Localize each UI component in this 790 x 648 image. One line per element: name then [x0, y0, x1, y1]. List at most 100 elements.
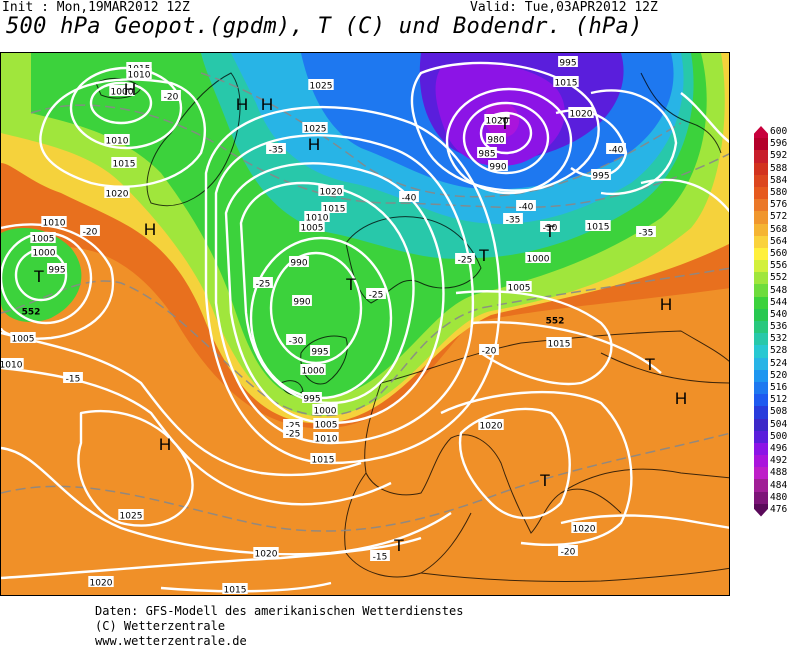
isobar-label: 990 [289, 256, 309, 269]
colorbar-level-label: 564 [770, 235, 788, 247]
weather-map[interactable]: 1015101010001010101510201010100510009951… [0, 52, 730, 596]
colorbar-segment [754, 272, 768, 285]
temperature-label: -20 [479, 344, 499, 357]
svg-text:1000: 1000 [302, 367, 325, 377]
svg-text:1015: 1015 [312, 456, 335, 466]
geopotential-colorbar [754, 126, 768, 517]
colorbar-level-label: 508 [770, 406, 788, 418]
low-pressure-marker: T [540, 471, 550, 490]
isobar-value-labels: 1015101010001010101510201010100510009951… [1, 56, 611, 595]
colorbar-level-label: 512 [770, 394, 788, 406]
colorbar-segment [754, 418, 768, 432]
temperature-label: -30 [540, 221, 560, 234]
colorbar-segment [754, 126, 768, 139]
svg-text:1000: 1000 [33, 249, 56, 259]
isobar-label: 1005 [506, 281, 532, 294]
isobar-label: 995 [47, 263, 67, 276]
chart-title: 500 hPa Geopot.(gpdm), T (C) und Bodendr… [6, 14, 643, 39]
colorbar-segment [754, 430, 768, 444]
svg-text:-30: -30 [289, 337, 304, 347]
colorbar-level-label: 592 [770, 150, 788, 162]
svg-text:-20: -20 [482, 347, 497, 357]
isobar-label: 1000 [300, 364, 326, 377]
colorbar-level-label: 496 [770, 442, 788, 454]
svg-text:-25: -25 [458, 256, 473, 266]
colorbar-segment [754, 296, 768, 310]
colorbar-segment [754, 333, 768, 346]
svg-text:1005: 1005 [12, 335, 35, 345]
svg-text:-20: -20 [561, 548, 576, 558]
svg-text:1010: 1010 [106, 137, 129, 147]
surface-pressure-isobar-layer [1, 61, 729, 593]
temperature-label: -15 [370, 550, 390, 563]
colorbar-segment [754, 345, 768, 359]
high-pressure-marker: H [124, 80, 136, 99]
svg-text:1020: 1020 [570, 110, 593, 120]
isobar-label: 1005 [299, 221, 325, 234]
geopotential-label: 552 [546, 317, 565, 327]
svg-text:1020: 1020 [480, 422, 503, 432]
isobar-label: 1020 [484, 114, 510, 127]
svg-text:1000: 1000 [314, 407, 337, 417]
isobar-label: 995 [591, 169, 611, 182]
svg-text:1015: 1015 [587, 223, 610, 233]
svg-text:1010: 1010 [306, 214, 329, 224]
colorbar-level-label: 544 [770, 296, 788, 308]
colorbar-segment [754, 150, 768, 164]
high-pressure-marker: H [308, 135, 320, 154]
svg-text:985: 985 [478, 150, 495, 160]
colorbar-level-label: 532 [770, 333, 788, 345]
low-pressure-marker: T [545, 222, 555, 241]
colorbar-level-label: 484 [770, 479, 788, 491]
isobar-label: 1020 [253, 547, 279, 560]
colorbar-segment [754, 381, 768, 395]
svg-text:995: 995 [303, 395, 320, 405]
isobar-label: 1020 [104, 187, 130, 200]
colorbar-segment [754, 369, 768, 383]
colorbar-level-label: 596 [770, 138, 788, 150]
svg-text:1010: 1010 [1, 361, 23, 371]
isobar-label: 1020 [571, 522, 597, 535]
colorbar-level-label: 520 [770, 369, 788, 381]
colorbar-segment [754, 394, 768, 407]
colorbar-level-label: 560 [770, 247, 788, 259]
svg-text:980: 980 [487, 136, 504, 146]
svg-text:-35: -35 [639, 229, 654, 239]
colorbar-level-label: 528 [770, 345, 788, 357]
colorbar-segment [754, 479, 768, 493]
isobar-label: 1015 [546, 337, 572, 350]
high-pressure-marker: H [261, 95, 273, 114]
high-pressure-marker: H [144, 220, 156, 239]
data-source-text: Daten: GFS-Modell des amerikanischen Wet… [95, 604, 464, 618]
isobar-label: 995 [558, 56, 578, 69]
svg-text:-30: -30 [543, 224, 558, 234]
isobar-label: 1005 [30, 232, 56, 245]
isobar-label: 980 [486, 133, 506, 146]
colorbar-level-label: 500 [770, 430, 788, 442]
website-text: www.wetterzentrale.de [95, 634, 247, 648]
svg-text:995: 995 [311, 348, 328, 358]
svg-text:552: 552 [22, 308, 41, 318]
isobar-label: 1010 [126, 68, 152, 81]
svg-text:1015: 1015 [548, 340, 571, 350]
colorbar-segment [754, 442, 768, 456]
colorbar-level-label: 588 [770, 162, 788, 174]
colorbar-level-label: 488 [770, 467, 788, 479]
colorbar-level-label: 536 [770, 321, 788, 333]
temperature-label: -30 [286, 334, 306, 347]
svg-text:1025: 1025 [310, 82, 333, 92]
low-pressure-marker: T [500, 114, 510, 133]
colorbar-segment [754, 308, 768, 322]
colorbar-level-label: 580 [770, 187, 788, 199]
colorbar-level-label: 584 [770, 174, 788, 186]
colorbar-segment [754, 260, 768, 273]
svg-text:995: 995 [559, 59, 576, 69]
high-pressure-marker: H [159, 435, 171, 454]
colorbar-level-label: 492 [770, 455, 788, 467]
svg-text:990: 990 [489, 163, 506, 173]
temperature-label: -25 [455, 253, 475, 266]
svg-text:1020: 1020 [573, 525, 596, 535]
low-pressure-marker: T [645, 355, 655, 374]
colorbar-segment [754, 174, 768, 188]
colorbar-level-label: 540 [770, 308, 788, 320]
